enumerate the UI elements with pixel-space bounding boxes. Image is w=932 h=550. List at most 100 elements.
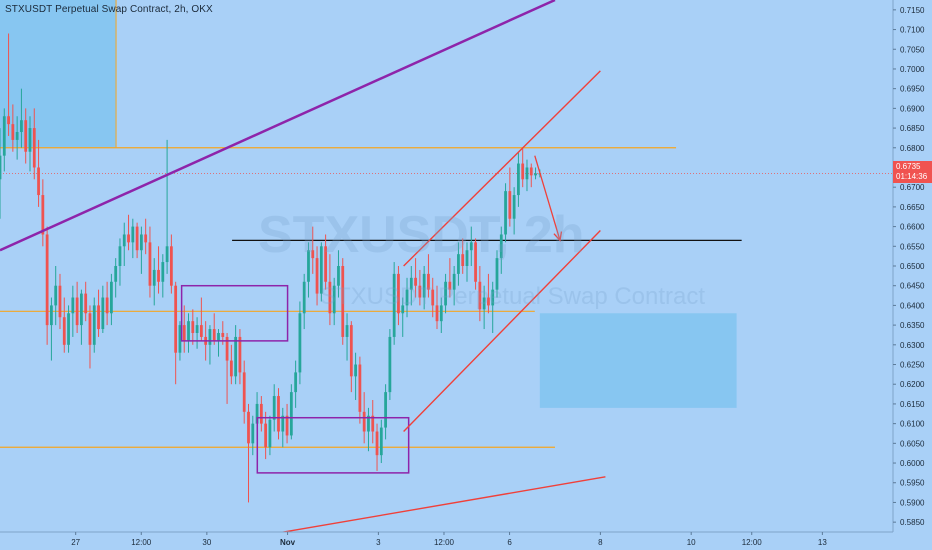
candle — [62, 297, 66, 353]
candle — [88, 305, 92, 369]
x-axis-background — [0, 532, 893, 550]
candle — [139, 226, 143, 274]
candle — [169, 234, 173, 294]
candle-body — [337, 266, 340, 286]
candle-body — [0, 155, 2, 180]
candle — [478, 266, 482, 322]
y-tick-label: 0.6150 — [900, 400, 925, 409]
y-tick-label: 0.6300 — [900, 341, 925, 350]
candle — [375, 423, 379, 471]
forecast-arrow-head — [553, 231, 563, 242]
candle-body — [122, 234, 126, 247]
candle — [324, 234, 328, 290]
y-axis-background — [893, 0, 932, 550]
candle — [268, 415, 272, 456]
candle-body — [388, 336, 392, 393]
zone-top-left — [0, 0, 117, 148]
candle — [50, 297, 53, 361]
box-bottom-box — [256, 416, 410, 474]
x-tick-label: 12:00 — [434, 538, 455, 547]
candle — [439, 297, 443, 333]
candle-body — [41, 195, 45, 235]
candle — [319, 242, 323, 302]
candle-body — [221, 332, 225, 337]
candle — [504, 183, 507, 243]
candle-body — [11, 124, 15, 140]
candle-body — [208, 329, 212, 345]
candle-body — [157, 269, 160, 282]
candle-body — [118, 246, 122, 266]
candle-body — [409, 277, 413, 290]
candle — [118, 238, 122, 286]
candle — [482, 285, 486, 330]
candle-body — [487, 297, 490, 306]
candle-body — [92, 305, 96, 345]
candle — [195, 317, 199, 349]
y-tick-label: 0.6000 — [900, 459, 925, 468]
candle — [75, 281, 79, 333]
candle — [427, 254, 430, 298]
candle — [435, 285, 439, 330]
candle — [521, 147, 525, 188]
candle-body — [225, 336, 229, 361]
symbol-watermark: STXUSDT, 2h — [258, 206, 585, 264]
candle — [405, 277, 409, 318]
candle — [302, 273, 306, 330]
candle-body — [50, 305, 53, 326]
candle-body — [427, 273, 430, 290]
y-axis[interactable]: 0.7150 0.7100 0.7050 0.7000 0.6950 0.6900 0.68… — [892, 0, 932, 550]
candle-body — [127, 234, 130, 243]
candle — [41, 179, 45, 247]
candle — [332, 277, 336, 326]
y-tick-label: 0.5900 — [900, 498, 925, 507]
y-tick-label: 0.7050 — [900, 45, 925, 54]
candle — [225, 332, 229, 404]
candle — [349, 321, 353, 393]
trendline-channel-top — [403, 70, 601, 267]
candle-body — [521, 163, 525, 180]
candle-countdown: 01:14:36 — [896, 172, 928, 181]
candle — [371, 399, 375, 444]
candle — [152, 258, 156, 306]
candle-body — [255, 403, 259, 424]
y-tick-label: 0.6950 — [900, 85, 925, 94]
trendline-channel-bottom — [403, 230, 601, 433]
candle-body — [354, 364, 357, 377]
candle — [487, 273, 490, 314]
candle — [491, 281, 495, 333]
candle-body — [217, 332, 220, 341]
candle-body — [75, 297, 79, 326]
candle-body — [289, 392, 293, 436]
candle — [144, 218, 148, 255]
candle-body — [307, 250, 310, 282]
x-tick-label: 30 — [202, 538, 211, 547]
candle-body — [529, 167, 533, 176]
candle-body — [88, 313, 92, 345]
y-tick-label: 0.6650 — [900, 203, 925, 212]
candle-body — [272, 396, 276, 420]
x-axis[interactable]: 27 12:00 30 Nov 3 12:00 6 8 10 12:00 13 — [0, 531, 893, 550]
candle — [448, 258, 452, 298]
candle — [294, 360, 298, 408]
candle-body — [397, 273, 400, 314]
candle-body — [174, 285, 178, 353]
y-tick-label: 0.5850 — [900, 518, 925, 527]
candle-body — [139, 234, 143, 251]
y-tick-label: 0.6700 — [900, 183, 925, 192]
candle — [131, 218, 135, 259]
candle-body — [448, 281, 452, 290]
candle-body — [105, 297, 109, 314]
candle — [367, 407, 370, 452]
candle — [311, 226, 315, 274]
candle-body — [504, 191, 507, 235]
candle-body — [152, 269, 156, 286]
candle-body — [362, 411, 366, 432]
candle-body — [294, 372, 298, 393]
candle — [24, 108, 28, 164]
candle — [15, 116, 19, 160]
candle — [67, 305, 70, 353]
candle-body — [439, 305, 443, 322]
candle-body — [298, 313, 302, 373]
trendline-purple-upper — [0, 0, 556, 252]
